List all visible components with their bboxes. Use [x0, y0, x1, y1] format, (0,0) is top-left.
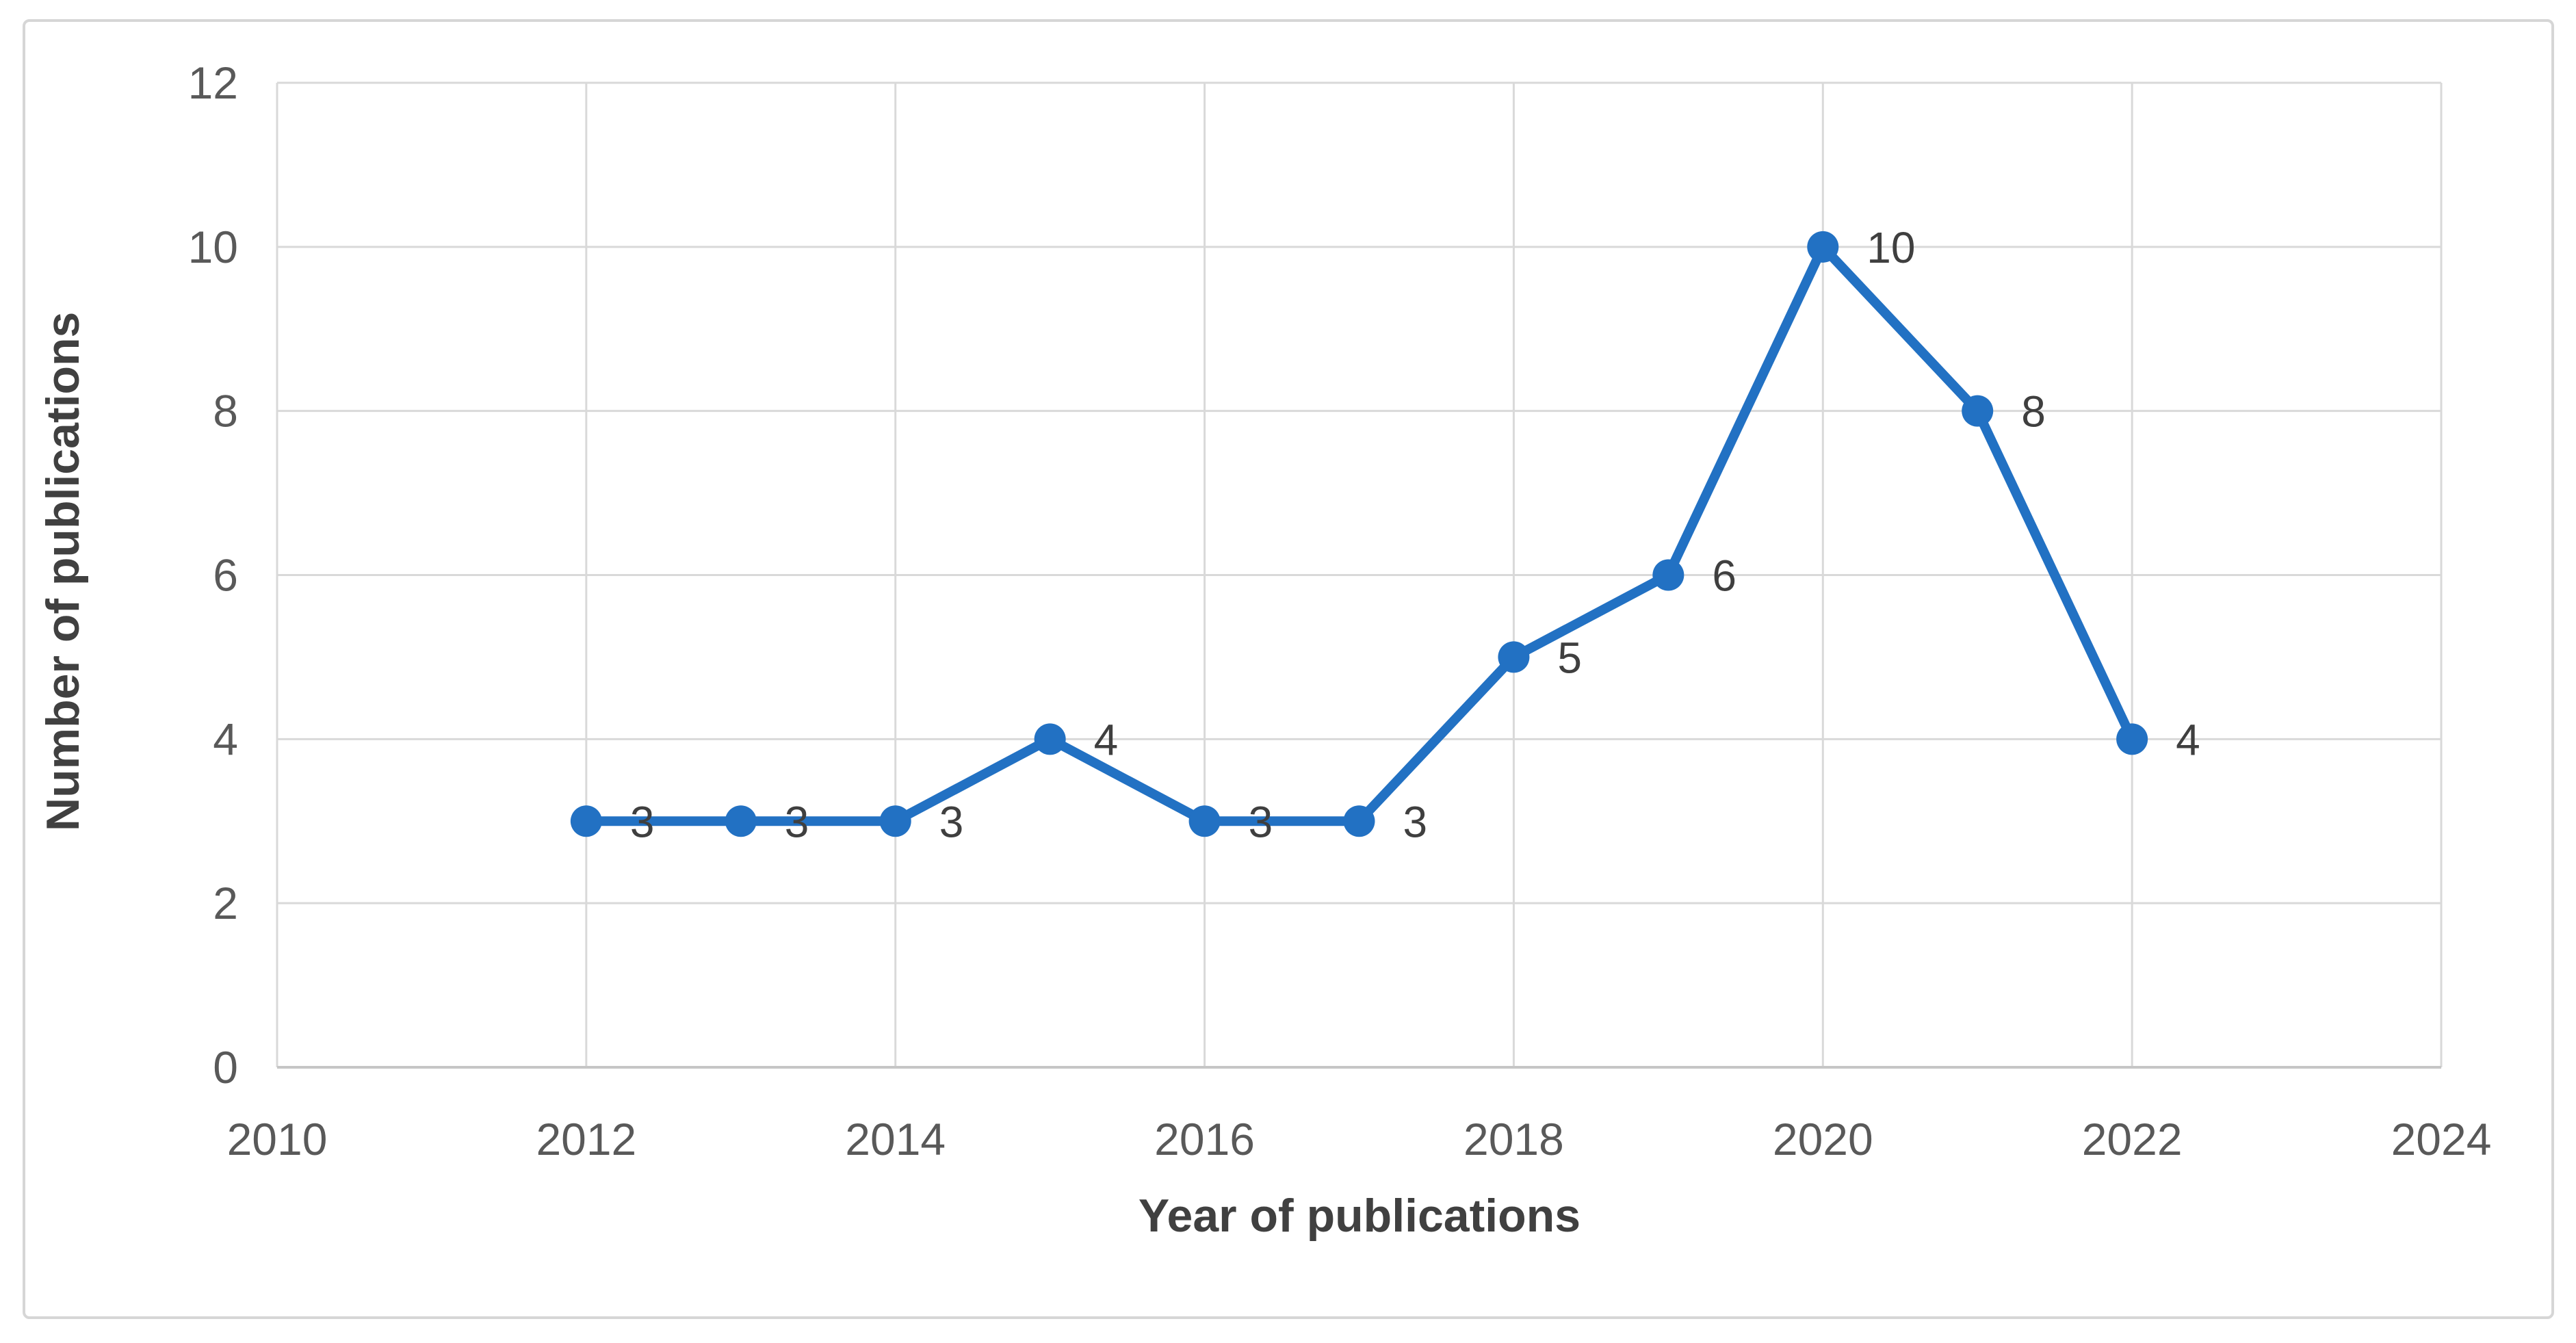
- data-label-2018: 5: [1557, 633, 1582, 682]
- y-tick-label-4: 4: [213, 714, 238, 764]
- data-label-2014: 3: [939, 797, 964, 846]
- x-tick-label-2012: 2012: [536, 1114, 636, 1164]
- data-point-2016: [1188, 805, 1221, 837]
- data-label-2013: 3: [785, 797, 809, 846]
- data-label-2016: 3: [1249, 797, 1273, 846]
- y-tick-label-6: 6: [213, 550, 238, 601]
- data-point-2013: [725, 805, 757, 837]
- data-label-2019: 6: [1712, 551, 1736, 601]
- data-label-2017: 3: [1403, 797, 1428, 846]
- data-point-2014: [879, 805, 911, 837]
- y-tick-label-0: 0: [213, 1042, 238, 1093]
- data-label-2021: 8: [2021, 387, 2046, 436]
- y-tick-label-10: 10: [188, 222, 238, 272]
- data-point-2020: [1807, 231, 1839, 263]
- x-tick-label-2020: 2020: [1773, 1114, 1873, 1164]
- data-point-2017: [1343, 805, 1375, 837]
- x-tick-label-2018: 2018: [1463, 1114, 1564, 1164]
- x-tick-label-2014: 2014: [845, 1114, 946, 1164]
- x-tick-label-2024: 2024: [2391, 1114, 2492, 1164]
- data-label-2012: 3: [630, 797, 655, 846]
- data-label-2020: 10: [1866, 223, 1915, 272]
- x-tick-label-2022: 2022: [2082, 1114, 2183, 1164]
- y-axis-title-text: Number of publications: [37, 311, 89, 831]
- data-point-2012: [570, 805, 602, 837]
- data-point-2019: [1652, 559, 1684, 591]
- data-point-2018: [1498, 641, 1530, 673]
- x-axis-title: Year of publications: [1138, 1190, 1581, 1242]
- x-tick-label-2010: 2010: [227, 1114, 328, 1164]
- data-point-2015: [1034, 723, 1066, 755]
- data-label-2022: 4: [2176, 715, 2200, 764]
- data-point-2022: [2116, 723, 2148, 755]
- data-point-2021: [1962, 395, 1994, 427]
- y-tick-label-8: 8: [213, 386, 238, 436]
- x-tick-label-2016: 2016: [1154, 1114, 1255, 1164]
- data-label-2015: 4: [1094, 715, 1119, 764]
- y-tick-label-2: 2: [213, 878, 238, 928]
- y-tick-label-12: 12: [188, 57, 238, 108]
- publications-series-line: [581, 242, 2137, 826]
